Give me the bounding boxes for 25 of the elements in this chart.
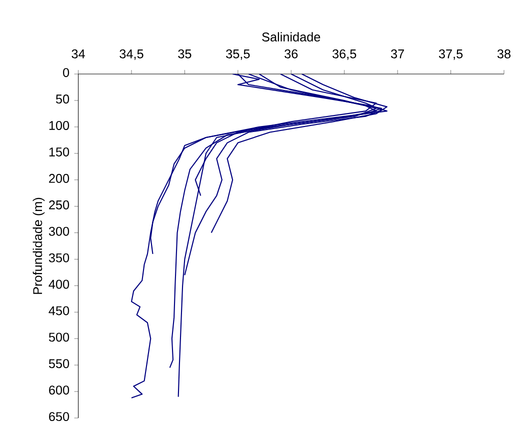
y-tick-label: 300 xyxy=(48,226,70,236)
y-tick-label: 200 xyxy=(49,174,70,183)
x-tick-label: 35 xyxy=(178,49,192,58)
x-tick-label: 34,5 xyxy=(120,49,144,60)
y-tick-label: 100 xyxy=(49,121,70,130)
x-tick-label: 34 xyxy=(72,49,85,58)
x-axis-title: Salinidade xyxy=(262,32,320,42)
y-tick-label: 50 xyxy=(56,94,70,104)
y-tick-label: 600 xyxy=(49,386,70,395)
x-tick-label: 36,5 xyxy=(332,49,356,60)
x-tick-label: 36 xyxy=(284,49,298,58)
y-tick-label: 0 xyxy=(63,68,70,78)
x-tick-label: 38 xyxy=(497,49,510,58)
y-tick-label: 500 xyxy=(48,332,70,342)
x-tick-label: 37 xyxy=(391,49,404,58)
x-tick-label: 35,5 xyxy=(226,49,250,60)
y-axis-title: Profundidade (m) xyxy=(32,198,45,294)
y-tick-label: 350 xyxy=(48,253,70,262)
y-tick-label: 150 xyxy=(49,147,70,156)
y-tick-label: 650 xyxy=(49,412,70,422)
y-tick-label: 450 xyxy=(48,306,70,316)
y-tick-label: 550 xyxy=(48,359,70,368)
y-tick-label: 250 xyxy=(49,200,70,210)
x-tick-label: 37,5 xyxy=(438,49,463,60)
y-tick-label: 400 xyxy=(48,280,70,289)
